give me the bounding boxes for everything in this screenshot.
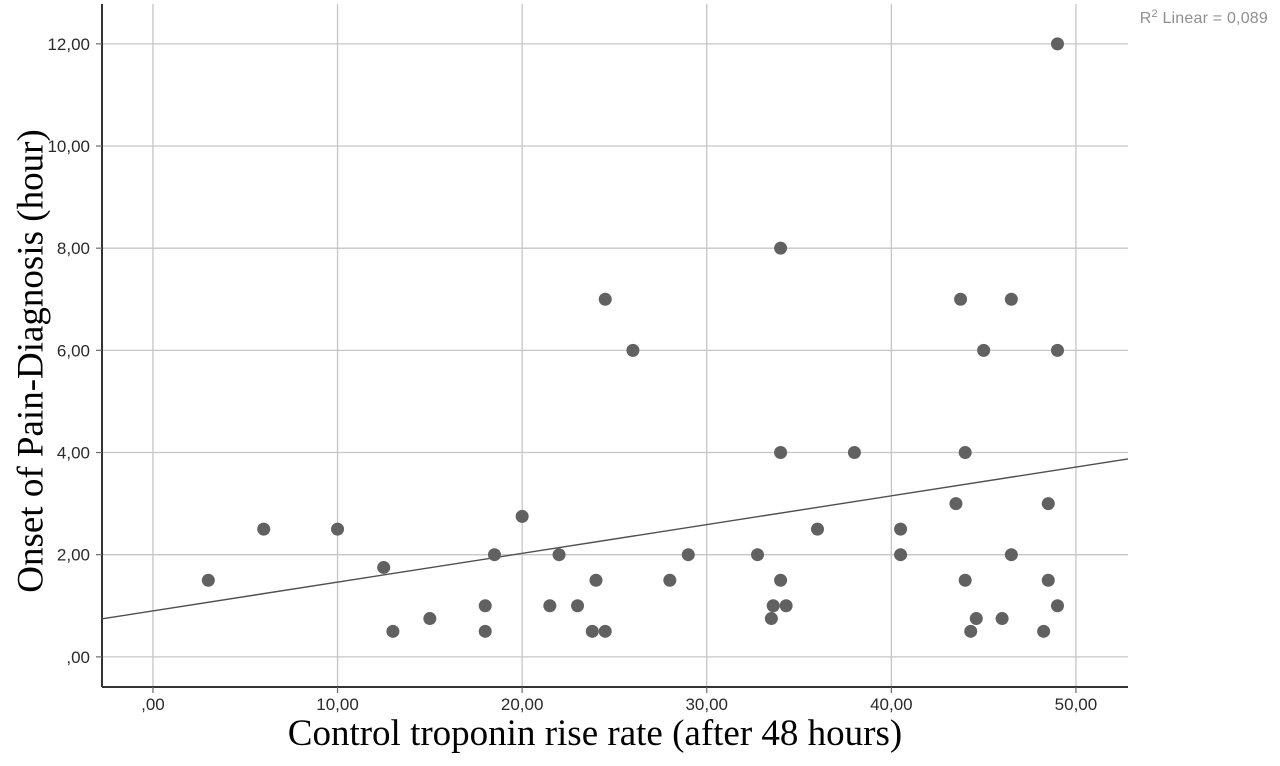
y-tick-label: 8,00 bbox=[57, 239, 90, 258]
data-point bbox=[751, 548, 765, 562]
fit-line bbox=[101, 458, 1129, 620]
data-point bbox=[894, 522, 908, 536]
data-point bbox=[377, 560, 391, 574]
data-point bbox=[487, 548, 501, 562]
y-axis-title: Onset of Pain-Diagnosis (hour) bbox=[10, 129, 52, 593]
data-point bbox=[515, 509, 529, 523]
data-point bbox=[774, 573, 788, 587]
data-point bbox=[1041, 497, 1055, 511]
data-point bbox=[954, 292, 968, 306]
data-point bbox=[969, 612, 983, 626]
data-point bbox=[949, 497, 963, 511]
data-point bbox=[257, 522, 271, 536]
data-point bbox=[1004, 548, 1018, 562]
data-point bbox=[552, 548, 566, 562]
data-point bbox=[478, 599, 492, 613]
x-tick-label: 50,00 bbox=[1055, 695, 1098, 714]
data-point bbox=[764, 612, 778, 626]
data-point bbox=[201, 573, 215, 587]
x-tick-label: 20,00 bbox=[501, 695, 544, 714]
y-tick-label: 4,00 bbox=[57, 444, 90, 463]
y-tick-label: ,00 bbox=[66, 648, 90, 667]
data-point bbox=[779, 599, 793, 613]
data-point bbox=[995, 612, 1009, 626]
y-tick-label: 12,00 bbox=[47, 35, 90, 54]
data-point bbox=[774, 446, 788, 460]
data-point bbox=[331, 522, 345, 536]
data-point bbox=[1050, 599, 1064, 613]
data-point bbox=[598, 292, 612, 306]
r2-superscript: 2 bbox=[1151, 8, 1158, 20]
data-point bbox=[423, 612, 437, 626]
data-point bbox=[977, 343, 991, 357]
data-point bbox=[847, 446, 861, 460]
data-point bbox=[964, 624, 978, 638]
data-point bbox=[585, 624, 599, 638]
x-axis-title: Control troponin rise rate (after 48 hou… bbox=[287, 713, 903, 754]
x-tick-label: 40,00 bbox=[870, 695, 913, 714]
data-point bbox=[811, 522, 825, 536]
data-point bbox=[894, 548, 908, 562]
data-point bbox=[1050, 343, 1064, 357]
data-point bbox=[571, 599, 585, 613]
y-tick-label: 2,00 bbox=[57, 546, 90, 565]
r2-annotation: R2 Linear = 0,089 bbox=[1140, 8, 1268, 28]
data-point bbox=[626, 343, 640, 357]
data-point bbox=[1050, 37, 1064, 51]
data-point bbox=[958, 573, 972, 587]
y-tick-label: 6,00 bbox=[57, 341, 90, 360]
data-point bbox=[543, 599, 557, 613]
x-tick-label: ,00 bbox=[141, 695, 165, 714]
data-point bbox=[598, 624, 612, 638]
data-point bbox=[589, 573, 603, 587]
data-point bbox=[1041, 573, 1055, 587]
r2-text: Linear = 0,089 bbox=[1157, 10, 1268, 27]
data-point bbox=[1004, 292, 1018, 306]
data-point bbox=[766, 599, 780, 613]
data-point bbox=[681, 548, 695, 562]
data-point bbox=[663, 573, 677, 587]
data-point bbox=[1037, 624, 1051, 638]
data-point bbox=[958, 446, 972, 460]
data-point bbox=[386, 624, 400, 638]
x-tick-label: 30,00 bbox=[685, 695, 728, 714]
data-point bbox=[478, 624, 492, 638]
x-tick-label: 10,00 bbox=[316, 695, 359, 714]
r2-prefix: R bbox=[1139, 10, 1152, 27]
data-point bbox=[774, 241, 788, 255]
y-tick-label: 10,00 bbox=[47, 137, 90, 156]
